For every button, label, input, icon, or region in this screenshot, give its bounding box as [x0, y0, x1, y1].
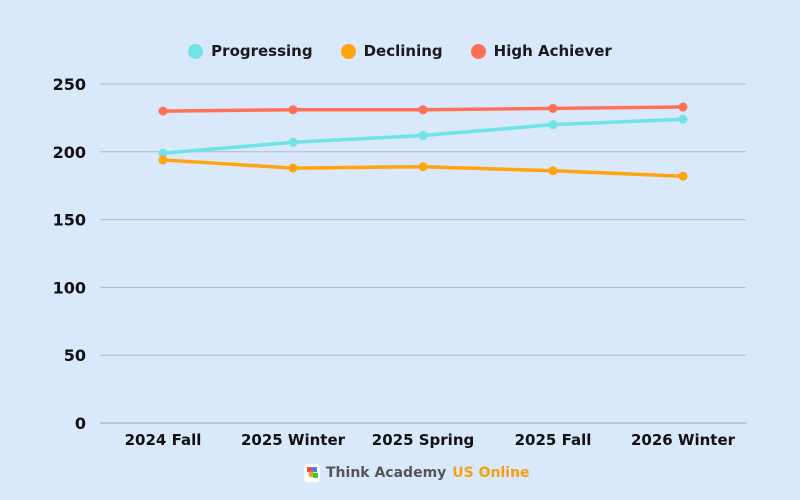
legend-item: Declining	[340, 42, 443, 60]
legend: Progressing Declining High Achiever	[0, 42, 800, 60]
data-point	[288, 105, 298, 115]
legend-item: Progressing	[188, 42, 313, 60]
data-point	[548, 166, 558, 176]
x-tick-label: 2024 Fall	[125, 431, 202, 449]
y-tick-label: 250	[53, 75, 86, 94]
data-point	[288, 137, 298, 147]
data-point	[678, 114, 688, 124]
y-tick-label: 150	[53, 211, 86, 230]
data-point	[288, 163, 298, 173]
think-academy-logo: Think Academy US Online	[304, 464, 530, 482]
logo-suffix: US Online	[452, 465, 530, 481]
legend-label: High Achiever	[493, 42, 612, 60]
legend-label: Declining	[363, 42, 443, 60]
x-tick-label: 2025 Winter	[241, 431, 346, 449]
legend-marker-icon	[470, 43, 486, 59]
data-point	[548, 120, 558, 130]
y-tick-label: 50	[64, 346, 86, 365]
data-point	[418, 162, 428, 172]
y-tick-label: 200	[53, 143, 86, 162]
data-point	[418, 105, 428, 115]
y-tick-label: 0	[75, 414, 86, 433]
legend-marker-icon	[188, 43, 204, 59]
data-point	[158, 106, 168, 116]
data-point	[158, 155, 168, 165]
logo-brand: Think Academy	[326, 465, 447, 481]
legend-marker-icon	[340, 43, 356, 59]
x-tick-label: 2025 Spring	[372, 431, 474, 449]
data-point	[418, 131, 428, 141]
y-tick-label: 100	[53, 278, 86, 297]
legend-item: High Achiever	[470, 42, 612, 60]
data-point	[678, 102, 688, 112]
data-point	[678, 171, 688, 181]
legend-label: Progressing	[211, 42, 313, 60]
data-point	[548, 103, 558, 113]
x-tick-label: 2025 Fall	[515, 431, 592, 449]
data-point	[158, 148, 168, 158]
logo-icon	[304, 464, 320, 482]
x-tick-label: 2026 Winter	[631, 431, 736, 449]
